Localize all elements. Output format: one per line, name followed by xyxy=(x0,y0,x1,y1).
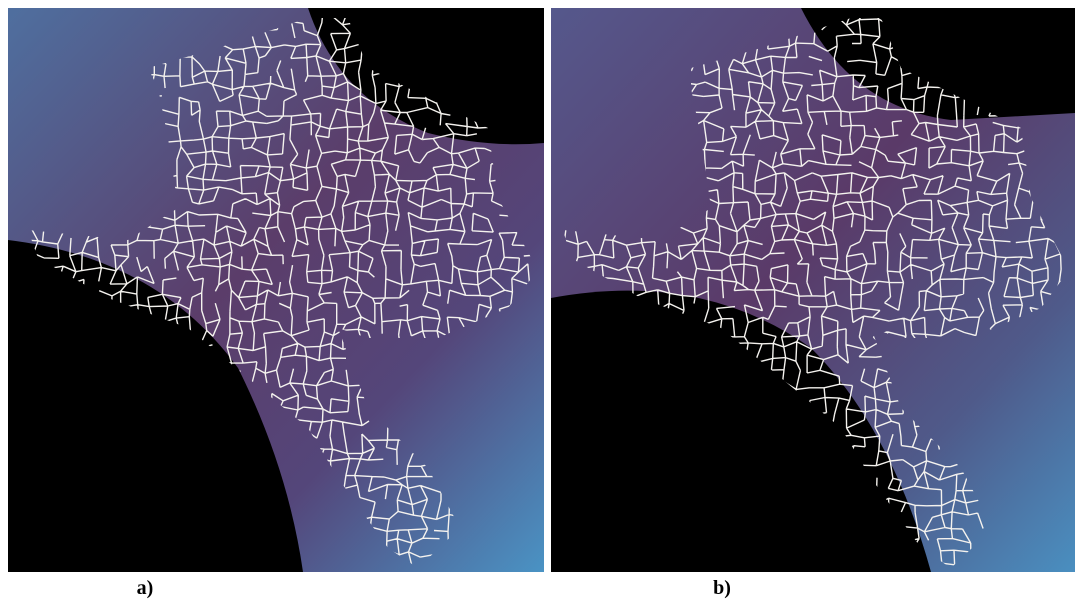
figure: a) b) xyxy=(0,0,1079,606)
panel-a xyxy=(4,4,559,585)
page: a) b) (() => { const data = JSON.parse(d… xyxy=(0,0,1079,606)
panel-b xyxy=(547,4,1079,585)
panel-label: b) xyxy=(713,577,731,599)
panel-label: a) xyxy=(137,577,154,599)
